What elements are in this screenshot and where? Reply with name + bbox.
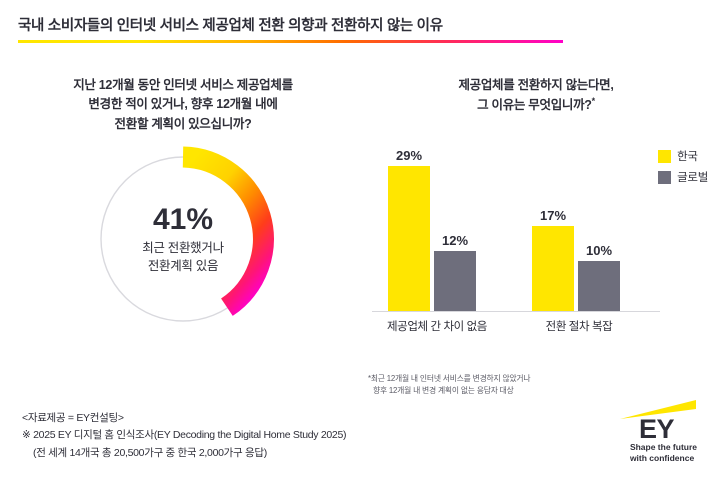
chart-footnote-line-2: 향후 12개월 내 변경 계획이 없는 응답자 대상 [373,386,514,396]
bar-column-korea-2[interactable]: 17% [532,208,574,311]
ey-beam-icon [620,400,696,419]
donut-chart: 41% 최근 전환했거나 전환계획 있음 [88,144,278,334]
ey-tagline-line-1: Shape the future [629,441,697,452]
bar-rect-global-1[interactable] [434,251,476,311]
chart-baseline-axis [372,310,660,312]
bar-group-2: 17% 10% [532,208,620,311]
page-title: 국내 소비자들의 인터넷 서비스 제공업체 전환 의향과 전환하지 않는 이유 [18,18,443,34]
left-question-line-3: 전환할 계획이 있으십니까? [114,116,252,131]
bar-value-korea-2: 17% [539,208,567,223]
donut-caption-line-1: 최근 전환했거나 [142,240,224,255]
bar-value-korea-1: 29% [395,148,423,163]
category-label-2: 전환 절차 복잡 [545,321,613,333]
donut-caption-line-2: 전환계획 있음 [147,259,219,273]
legend-label-korea: 한국 [677,151,698,163]
source-line-2: ※ 2025 EY 디지털 홈 인식조사(EY Decoding the Dig… [22,429,347,442]
bar-rect-korea-1[interactable] [388,166,430,311]
legend-swatch-korea [658,149,672,163]
right-panel-question: 제공업체를 전환하지 않는다면, 그 이유는 무엇입니까?* [360,76,712,116]
left-question-line-1: 지난 12개월 동안 인터넷 서비스 제공업체를 [73,78,293,92]
ey-logo: EY Shape the future with confidence [582,400,702,466]
donut-percent-value: 41% [152,202,214,236]
bar-column-korea-1[interactable]: 29% [388,148,430,311]
legend-label-global: 글로벌 [677,172,708,184]
chart-footnote: *최근 12개월 내 인터넷 서비스를 변경하지 않았거나 향후 12개월 내 … [368,373,668,397]
bar-group-1: 29% 12% [388,148,476,311]
source-line-1: <자료제공 = EY컨설팅> [22,412,124,425]
donut-value-arc [182,146,274,316]
right-question-line-1: 제공업체를 전환하지 않는다면, [458,78,614,92]
bar-value-global-1: 12% [441,233,469,248]
category-label-1: 제공업체 간 차이 없음 [386,321,487,333]
bar-rect-korea-2[interactable] [532,226,574,311]
chart-legend: 한국 글로벌 [658,148,708,185]
bar-column-global-1[interactable]: 12% [434,233,476,311]
left-panel-question: 지난 12개월 동안 인터넷 서비스 제공업체를 변경한 적이 있거나, 향후 … [14,76,352,134]
chart-footnote-line-1: *최근 12개월 내 인터넷 서비스를 변경하지 않았거나 [368,374,531,383]
bar-rect-global-2[interactable] [578,261,620,311]
bar-chart: 29% 12% 제공업체 간 차이 없음 17% 10% 전환 절차 복잡 [372,144,660,334]
title-block: 국내 소비자들의 인터넷 서비스 제공업체 전환 의향과 전환하지 않는 이유 [18,14,578,43]
source-line-3: (전 세계 14개국 총 20,500가구 중 한국 2,000가구 응답) [33,446,267,459]
ey-tagline-line-2: with confidence [629,452,695,463]
left-question-line-2: 변경한 적이 있거나, 향후 12개월 내에 [88,97,278,112]
question-asterisk: * [591,96,596,107]
title-gradient-underline [18,40,563,43]
source-note: <자료제공 = EY컨설팅> ※ 2025 EY 디지털 홈 인식조사(EY D… [22,410,442,462]
bar-column-global-2[interactable]: 10% [578,243,620,311]
legend-swatch-global [658,170,672,184]
left-panel-switching-intent: 지난 12개월 동안 인터넷 서비스 제공업체를 변경한 적이 있거나, 향후 … [14,76,352,376]
ey-tagline: Shape the future with confidence [630,442,697,464]
right-question-line-2: 그 이유는 무엇입니까? [477,98,592,113]
donut-chart-svg [100,146,274,322]
right-panel-reasons: 제공업체를 전환하지 않는다면, 그 이유는 무엇입니까?* 한국 글로벌 29… [360,76,712,406]
bar-value-global-2: 10% [585,243,613,258]
ey-wordmark: EY [638,414,675,444]
donut-center-text: 41% 최근 전환했거나 전환계획 있음 [88,144,278,334]
legend-item-global: 글로벌 [658,169,708,185]
legend-item-korea: 한국 [658,148,708,164]
